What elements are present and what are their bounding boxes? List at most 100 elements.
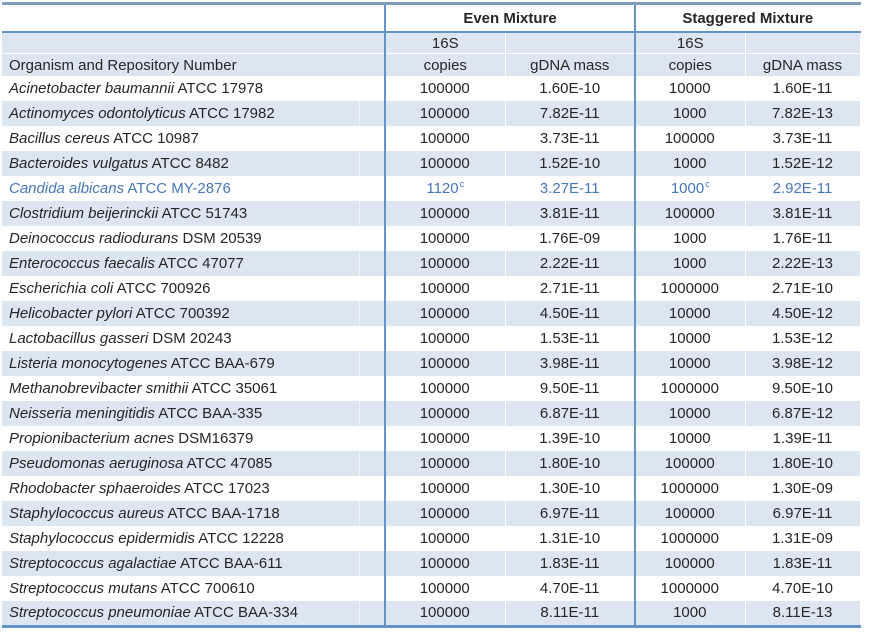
table-row: Methanobrevibacter smithii ATCC 35061 10… [2, 376, 861, 401]
even-gdna-mass-cell: 8.11E-11 [505, 601, 636, 626]
table-row: Helicobacter pylori ATCC 700392 100000 4… [2, 301, 861, 326]
even-gdna-mass-cell: 2.22E-11 [505, 251, 636, 276]
table-row: Streptococcus agalactiae ATCC BAA-611 10… [2, 551, 861, 576]
even-16s-copies-value: 100000 [419, 280, 470, 297]
table-row: Enterococcus faecalis ATCC 47077 100000 … [2, 251, 861, 276]
even-gdna-mass-cell: 9.50E-11 [505, 376, 636, 401]
staggered-gdna-mass-cell: 1.60E-11 [745, 76, 861, 101]
even-gdna-mass-cell: 1.76E-09 [505, 226, 636, 251]
organism-scientific-name: Enterococcus faecalis [9, 255, 155, 272]
staggered-gdna-mass-cell: 3.98E-12 [745, 351, 861, 376]
even-16s-copies-value: 100000 [419, 505, 470, 522]
even-16s-copies-cell: 100000 [384, 126, 506, 151]
organism-repository-number: ATCC 8482 [151, 155, 229, 172]
organism-cell: Staphylococcus aureus ATCC BAA-1718 [2, 501, 386, 526]
even-gdna-mass-cell: 1.39E-10 [505, 426, 636, 451]
organism-repository-number: DSM16379 [178, 430, 254, 447]
even-16s-spacer-cell [505, 32, 636, 54]
staggered-16s-spacer-cell [745, 32, 861, 54]
table-row: Staphylococcus aureus ATCC BAA-1718 1000… [2, 501, 861, 526]
staggered-16s-copies-value: 1000000 [660, 380, 719, 397]
staggered-gdna-mass-cell: 2.92E-11 [745, 176, 861, 201]
even-gdna-mass-cell: 3.27E-11 [505, 176, 636, 201]
staggered-16s-copies-cell: 1000000 [634, 526, 746, 551]
organism-cell: Methanobrevibacter smithii ATCC 35061 [2, 376, 386, 401]
staggered-gdna-mass-cell: 6.87E-12 [745, 401, 861, 426]
even-16s-copies-value: 100000 [419, 155, 470, 172]
staggered-gdna-mass-cell: 6.97E-11 [745, 501, 861, 526]
table-row: Streptococcus mutans ATCC 700610 100000 … [2, 576, 861, 601]
subheader-empty-cell [2, 32, 386, 54]
even-16s-copies-cell: 100000 [384, 551, 506, 576]
even-16s-copies-cell: 100000 [384, 401, 506, 426]
even-16s-copies-cell: 100000 [384, 426, 506, 451]
organism-scientific-name: Bacillus cereus [9, 130, 110, 147]
staggered-gdna-mass-cell: 9.50E-10 [745, 376, 861, 401]
table-body: Acinetobacter baumannii ATCC 17978 10000… [2, 76, 861, 626]
organism-scientific-name: Clostridium beijerinckii [9, 205, 159, 222]
staggered-16s-copies-cell: 10000 [634, 76, 746, 101]
even-gdna-mass-cell: 1.83E-11 [505, 551, 636, 576]
organism-scientific-name: Lactobacillus gasseri [9, 330, 149, 347]
staggered-16s-copies-value: 100000 [664, 505, 715, 522]
organism-scientific-name: Propionibacterium acnes [9, 430, 175, 447]
staggered-gdna-mass-cell: 1.52E-12 [745, 151, 861, 176]
organism-cell: Pseudomonas aeruginosa ATCC 47085 [2, 451, 386, 476]
even-copies-column-header: copies [384, 53, 506, 76]
staggered-16s-copies-cell: 100000 [634, 501, 746, 526]
organism-repository-number: ATCC MY-2876 [127, 180, 231, 197]
organism-scientific-name: Methanobrevibacter smithii [9, 380, 189, 397]
group-header-even-mixture: Even Mixture [384, 3, 636, 33]
even-16s-copies-cell: 100000 [384, 326, 506, 351]
column-header-row: Organism and Repository Number copies gD… [2, 53, 861, 76]
organism-repository-number: ATCC 35061 [191, 380, 278, 397]
staggered-16s-copies-value: 100000 [664, 455, 715, 472]
staggered-16s-copies-value: 10000 [668, 80, 711, 97]
staggered-gdna-mass-cell: 1.76E-11 [745, 226, 861, 251]
staggered-16s-copies-value: 100000 [664, 205, 715, 222]
organism-scientific-name: Streptococcus pneumoniae [9, 604, 191, 622]
even-gdna-mass-cell: 1.30E-10 [505, 476, 636, 501]
even-16s-copies-value: 100000 [419, 480, 470, 497]
even-gdna-mass-cell: 6.87E-11 [505, 401, 636, 426]
footnote-marker: c [705, 179, 710, 189]
staggered-16s-copies-cell: 1000 [634, 151, 746, 176]
staggered-16s-copies-value: 100000 [664, 555, 715, 572]
organism-scientific-name: Listeria monocytogenes [9, 355, 168, 372]
staggered-gdna-column-header: gDNA mass [745, 53, 861, 76]
organism-cell: Candida albicans ATCC MY-2876 [2, 176, 386, 201]
organism-cell: Escherichia coli ATCC 700926 [2, 276, 386, 301]
organism-scientific-name: Staphylococcus epidermidis [9, 530, 195, 547]
footnote-marker: c [459, 179, 465, 189]
even-16s-copies-value: 100000 [419, 205, 470, 222]
table-row: Clostridium beijerinckii ATCC 51743 1000… [2, 201, 861, 226]
organism-repository-number: ATCC BAA-335 [158, 405, 263, 422]
table-row: Acinetobacter baumannii ATCC 17978 10000… [2, 76, 861, 101]
organism-scientific-name: Streptococcus agalactiae [9, 555, 177, 572]
staggered-16s-copies-cell: 1000000 [634, 476, 746, 501]
table-row: Neisseria meningitidis ATCC BAA-335 1000… [2, 401, 861, 426]
staggered-gdna-mass-cell: 2.22E-13 [745, 251, 861, 276]
even-16s-copies-cell: 100000 [384, 476, 506, 501]
staggered-16s-copies-value: 1000000 [660, 580, 719, 597]
staggered-gdna-mass-cell: 3.73E-11 [745, 126, 861, 151]
staggered-16s-copies-value: 1000 [673, 230, 707, 247]
staggered-gdna-mass-cell: 4.70E-10 [745, 576, 861, 601]
organism-scientific-name: Bacteroides vulgatus [9, 155, 149, 172]
even-16s-copies-cell: 100000 [384, 151, 506, 176]
staggered-16s-copies-value: 1000 [673, 105, 707, 122]
table-row: Staphylococcus epidermidis ATCC 12228 10… [2, 526, 861, 551]
staggered-gdna-mass-cell: 1.39E-11 [745, 426, 861, 451]
table-row: Escherichia coli ATCC 700926 100000 2.71… [2, 276, 861, 301]
staggered-gdna-mass-cell: 2.71E-10 [745, 276, 861, 301]
organism-repository-number: ATCC 17982 [189, 105, 275, 122]
staggered-16s-copies-cell: 1000000 [634, 576, 746, 601]
staggered-16s-copies-value: 10000 [668, 430, 711, 447]
even-16s-copies-value: 100000 [419, 255, 470, 272]
mixture-composition-table: Even Mixture Staggered Mixture 16S 16S O… [2, 2, 861, 628]
table-row: Streptococcus pneumoniae ATCC BAA-334 10… [2, 601, 861, 626]
staggered-gdna-mass-cell: 7.82E-13 [745, 101, 861, 126]
even-16s-copies-value: 100000 [419, 405, 470, 422]
even-gdna-column-header: gDNA mass [505, 53, 636, 76]
